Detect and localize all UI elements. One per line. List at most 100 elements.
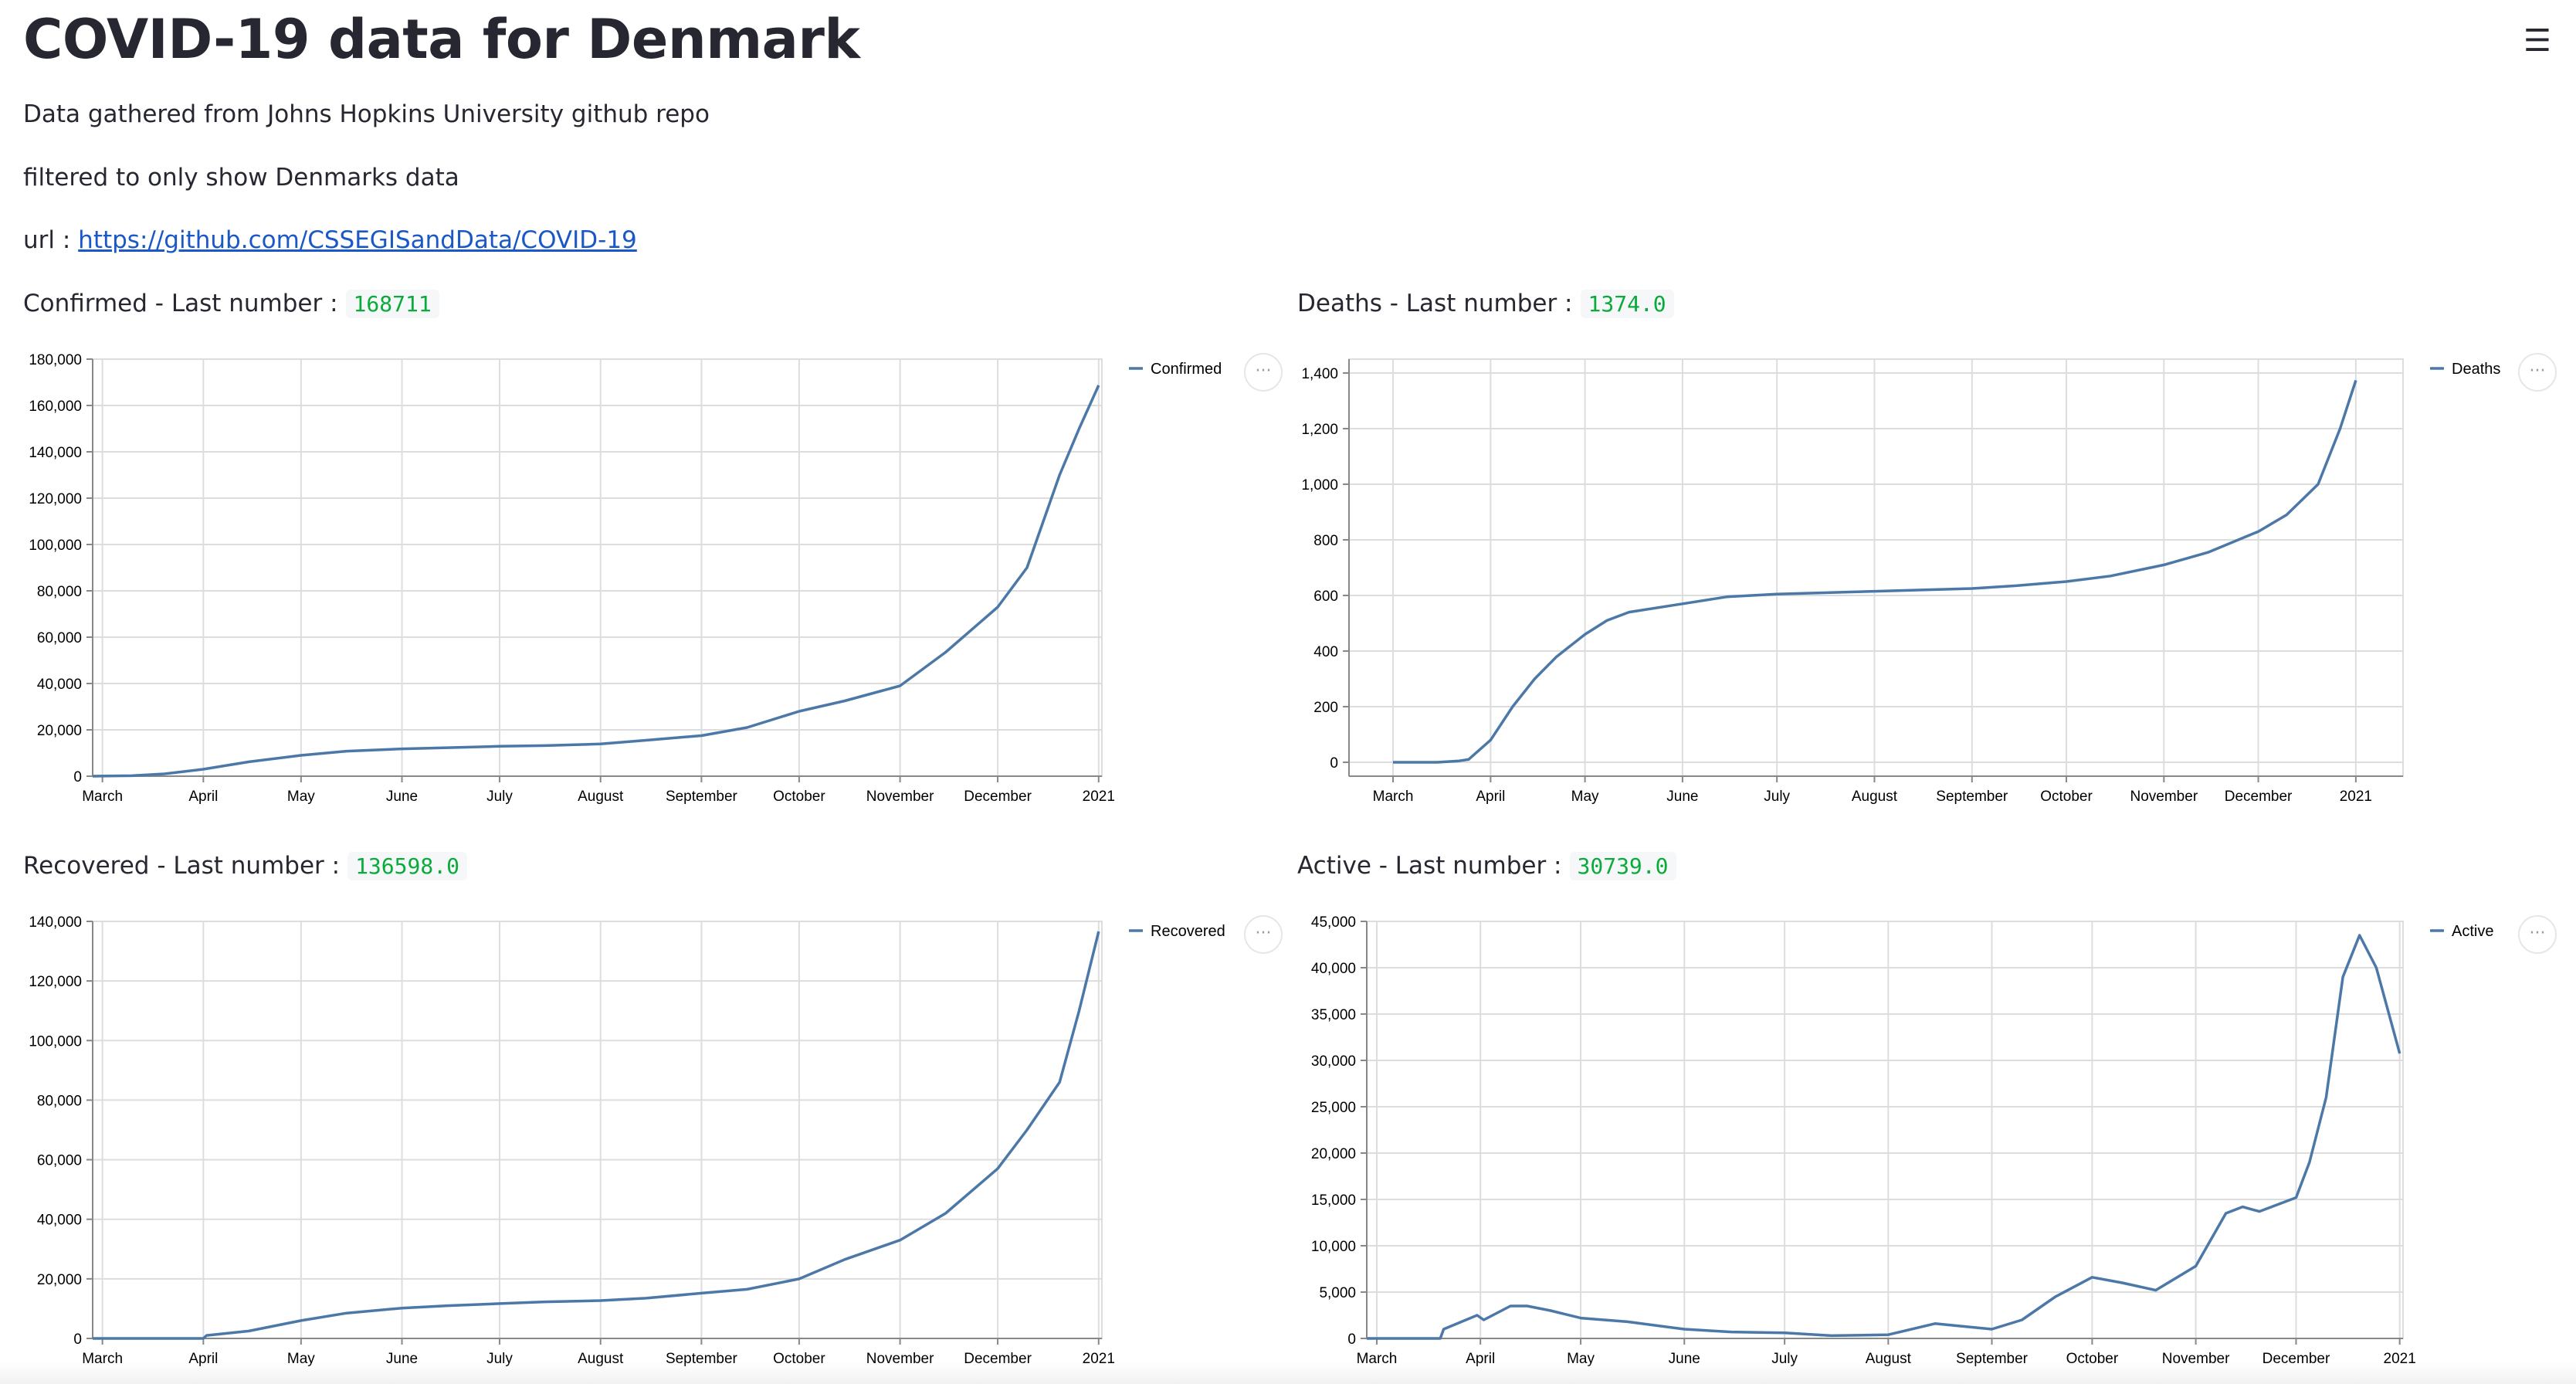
description-line-2: filtered to only show Denmarks data [23,164,459,192]
y-tick-label: 0 [1347,1331,1356,1348]
chart-menu-button-deaths[interactable]: ··· [2518,353,2557,392]
y-tick-label: 0 [73,769,82,785]
x-tick-label: April [1476,789,1505,805]
y-tick-label: 0 [73,1331,82,1348]
hamburger-icon[interactable]: ☰ [2523,23,2551,59]
y-tick-label: 35,000 [1311,1007,1356,1023]
x-tick-label: December [964,789,1032,805]
y-tick-label: 0 [1330,755,1338,772]
x-tick-label: August [578,789,624,805]
confirmed-chart: March April May June July August September Octo… [29,352,1222,805]
y-tick-label: 400 [1313,644,1338,660]
series-line-active [1367,934,2401,1340]
chart-header-label: Confirmed - Last number : [23,290,338,317]
x-tick-label: March [1373,789,1414,805]
url-line: url : https://github.com/CSSEGISandData/… [23,226,637,254]
chart-header-label: Active - Last number : [1297,852,1562,880]
y-tick-label: 1,200 [1301,422,1338,438]
y-tick-label: 120,000 [29,974,82,990]
y-tick-label: 60,000 [37,630,82,646]
chart-header-confirmed: Confirmed - Last number : 168711 [23,290,439,318]
url-label: url : [23,226,71,254]
ellipsis-icon: ··· [2529,924,2546,943]
legend-label: Deaths [2452,361,2500,378]
last-number-badge: 30739.0 [1569,852,1676,880]
chart-header-recovered: Recovered - Last number :136598.0 [23,852,467,880]
chart-header-deaths: Deaths - Last number : 1374.0 [1297,290,1674,318]
plot-frame [92,921,1103,1339]
chart-header-label: Deaths - Last number : [1297,290,1573,317]
legend-label: Active [2452,923,2493,940]
x-tick-label: November [2130,789,2198,805]
ellipsis-icon: ··· [1255,924,1272,943]
x-tick-label: December [2225,789,2293,805]
x-tick-label: April [188,789,218,805]
y-tick-label: 15,000 [1311,1192,1356,1209]
y-tick-label: 40,000 [37,677,82,693]
recovered-chart: March April May June July August September Octo… [29,914,1225,1367]
chart-menu-button-confirmed[interactable]: ··· [1244,353,1283,392]
x-tick-label: June [386,789,418,805]
x-tick-label: September [666,789,738,805]
deaths-chart: March April May June July August September Octo… [1301,358,2500,805]
y-tick-label: 5,000 [1319,1285,1356,1301]
x-tick-label: July [1764,789,1790,805]
y-tick-label: 160,000 [29,399,82,415]
y-tick-label: 30,000 [1311,1053,1356,1070]
ellipsis-icon: ··· [1255,361,1272,381]
y-tick-label: 80,000 [37,584,82,600]
page-title: COVID-19 data for Denmark [23,8,860,71]
y-tick-label: 100,000 [29,538,82,554]
description-line-1: Data gathered from Johns Hopkins Univers… [23,100,710,128]
y-tick-label: 80,000 [37,1093,82,1109]
repo-link[interactable]: https://github.com/CSSEGISandData/COVID-… [78,226,637,254]
y-tick-label: 40,000 [37,1213,82,1229]
x-tick-label: 2021 [1083,789,1115,805]
y-tick-label: 20,000 [37,1272,82,1288]
chart-header-label: Recovered - Last number : [23,852,341,880]
active-chart: March April May June July August September Octo… [1311,914,2494,1367]
y-tick-label: 20,000 [1311,1146,1356,1162]
x-tick-label: July [486,789,513,805]
last-number-badge: 168711 [345,290,439,318]
y-tick-label: 800 [1313,533,1338,549]
last-number-badge: 136598.0 [347,852,467,880]
x-tick-label: September [1936,789,2008,805]
series-line-deaths [1393,379,2357,764]
x-tick-label: 2021 [2340,789,2372,805]
y-tick-label: 140,000 [29,914,82,931]
chart-menu-button-recovered[interactable]: ··· [1244,915,1283,954]
chart-header-active: Active - Last number :30739.0 [1297,852,1676,880]
y-tick-label: 1,400 [1301,366,1338,382]
y-tick-label: 120,000 [29,491,82,507]
x-tick-label: May [287,789,315,805]
x-tick-label: June [1666,789,1698,805]
y-tick-label: 45,000 [1311,914,1356,931]
ellipsis-icon: ··· [2529,361,2546,381]
y-tick-label: 25,000 [1311,1100,1356,1116]
x-tick-label: November [866,789,934,805]
y-tick-label: 600 [1313,589,1338,605]
y-tick-label: 40,000 [1311,961,1356,977]
x-tick-label: May [1571,789,1599,805]
bottom-fade [0,1362,2576,1384]
x-tick-label: March [82,789,123,805]
plot-frame [92,358,1103,777]
y-tick-label: 140,000 [29,445,82,461]
x-tick-label: October [773,789,825,805]
y-tick-label: 20,000 [37,723,82,739]
plot-frame [1366,921,2404,1339]
x-tick-label: August [1852,789,1898,805]
y-tick-label: 100,000 [29,1033,82,1050]
last-number-badge: 1374.0 [1580,290,1674,318]
series-line-recovered [93,931,1100,1340]
y-tick-label: 180,000 [29,352,82,368]
series-line-confirmed [92,385,1100,778]
y-tick-label: 200 [1313,700,1338,716]
y-tick-label: 60,000 [37,1153,82,1169]
legend-label: Recovered [1151,923,1225,940]
legend-label: Confirmed [1151,361,1222,378]
y-tick-label: 1,000 [1301,477,1338,494]
x-tick-label: October [2040,789,2093,805]
chart-menu-button-active[interactable]: ··· [2518,915,2557,954]
